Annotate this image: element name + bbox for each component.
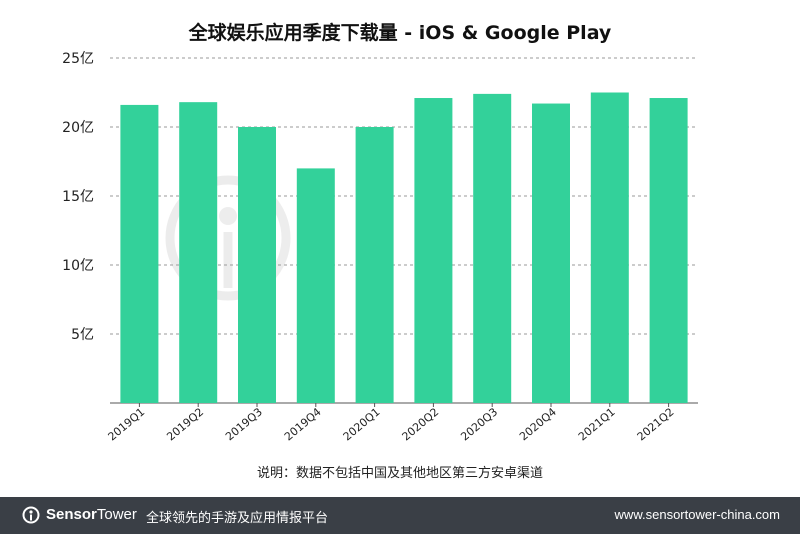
x-tick-label: 2019Q1 (106, 405, 148, 443)
y-tick-label: 15亿 (62, 189, 94, 205)
x-tick-label: 2020Q4 (517, 405, 559, 443)
bar (238, 127, 276, 403)
chart-plot: 25亿 20亿 15亿 10亿 5亿 2019Q1 2019Q2 2019Q3 2019Q4 20… (62, 51, 698, 443)
footer-tagline: 全球领先的手游及应用情报平台 (146, 511, 329, 526)
y-tick-label: 5亿 (71, 327, 94, 343)
footer-brand-bold: Sensor (46, 506, 97, 523)
x-tick-label: 2020Q3 (458, 405, 500, 443)
x-tick-label: 2021Q2 (635, 405, 677, 443)
footer-url[interactable]: www.sensortower-china.com (614, 507, 780, 522)
x-tick-label: 2020Q1 (341, 405, 383, 443)
bar (355, 127, 394, 403)
bar (590, 92, 629, 403)
bar (296, 168, 335, 403)
bar (532, 103, 570, 403)
y-tick-label: 10亿 (62, 258, 94, 274)
y-tick-label: 25亿 (62, 51, 94, 67)
chart-footnote: 说明：数据不包括中国及其他地区第三方安卓渠道 (256, 466, 543, 481)
footer-brand: SensorTower (46, 506, 137, 523)
sensortower-logo-icon (22, 506, 40, 524)
x-tick-label: 2020Q2 (400, 405, 442, 443)
footer-brand-regular: Tower (96, 506, 137, 523)
x-tick-label: 2019Q3 (223, 405, 265, 443)
bar (120, 104, 159, 404)
bar (414, 98, 453, 404)
bar (473, 93, 512, 403)
x-tick-label: 2019Q4 (282, 405, 324, 443)
x-tick-label: 2021Q1 (576, 405, 618, 443)
footer-bar: SensorTower 全球领先的手游及应用情报平台 www.sensortow… (0, 497, 800, 534)
y-tick-label: 20亿 (62, 120, 94, 136)
x-tick-label: 2019Q2 (164, 405, 206, 443)
bar (179, 102, 218, 403)
chart-title: 全球娱乐应用季度下载量 - iOS & Google Play (188, 22, 612, 44)
bar (649, 98, 688, 404)
